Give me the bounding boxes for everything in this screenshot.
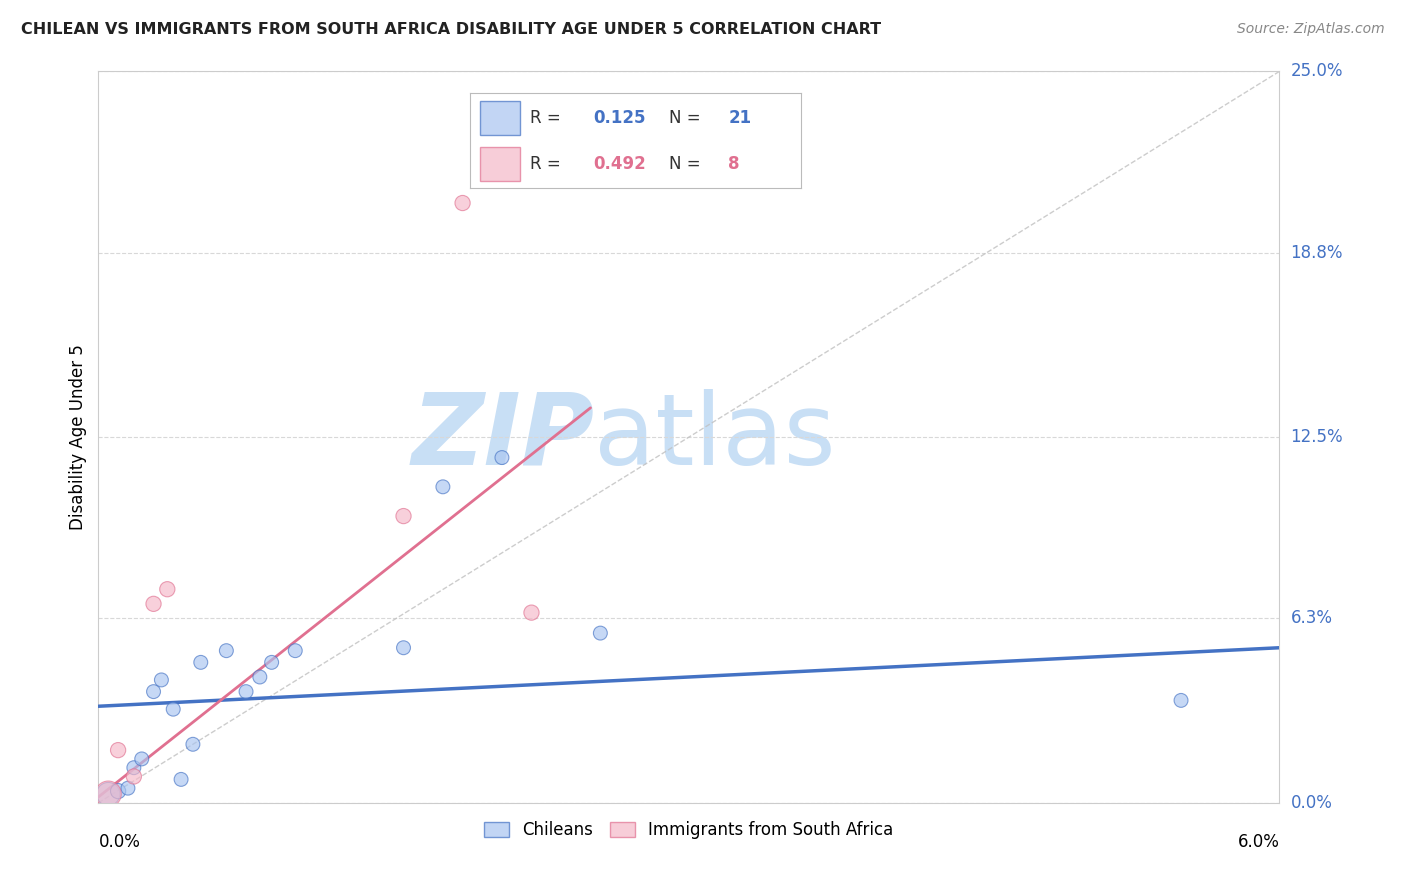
Point bbox=[392, 509, 415, 524]
Point bbox=[284, 643, 307, 657]
Point bbox=[432, 480, 454, 494]
Legend: Chileans, Immigrants from South Africa: Chileans, Immigrants from South Africa bbox=[478, 814, 900, 846]
Text: 0.0%: 0.0% bbox=[1291, 794, 1333, 812]
Point bbox=[190, 656, 212, 670]
Point bbox=[107, 784, 129, 798]
Point bbox=[142, 597, 165, 611]
Point bbox=[235, 684, 257, 698]
Point bbox=[156, 582, 179, 597]
Point bbox=[520, 606, 543, 620]
Point bbox=[249, 670, 271, 684]
Point bbox=[122, 761, 145, 775]
Point bbox=[122, 769, 145, 783]
Text: 6.0%: 6.0% bbox=[1237, 833, 1279, 851]
Point bbox=[491, 450, 513, 465]
Text: atlas: atlas bbox=[595, 389, 837, 485]
Point bbox=[117, 781, 139, 796]
Point bbox=[162, 702, 184, 716]
Text: 6.3%: 6.3% bbox=[1291, 609, 1333, 627]
Point bbox=[392, 640, 415, 655]
Point bbox=[589, 626, 612, 640]
Point bbox=[260, 656, 283, 670]
Point bbox=[142, 684, 165, 698]
Point bbox=[131, 752, 153, 766]
Text: Source: ZipAtlas.com: Source: ZipAtlas.com bbox=[1237, 22, 1385, 37]
Point bbox=[215, 643, 238, 657]
Point bbox=[107, 743, 129, 757]
Point bbox=[97, 787, 120, 801]
Text: CHILEAN VS IMMIGRANTS FROM SOUTH AFRICA DISABILITY AGE UNDER 5 CORRELATION CHART: CHILEAN VS IMMIGRANTS FROM SOUTH AFRICA … bbox=[21, 22, 882, 37]
Point bbox=[150, 673, 173, 687]
Point bbox=[181, 737, 204, 751]
Text: 18.8%: 18.8% bbox=[1291, 244, 1343, 261]
Point bbox=[170, 772, 193, 787]
Text: 25.0%: 25.0% bbox=[1291, 62, 1343, 80]
Point bbox=[97, 787, 120, 801]
Text: 0.0%: 0.0% bbox=[98, 833, 141, 851]
Point bbox=[451, 196, 474, 211]
Text: 12.5%: 12.5% bbox=[1291, 428, 1343, 446]
Point bbox=[1170, 693, 1192, 707]
Text: ZIP: ZIP bbox=[412, 389, 595, 485]
Y-axis label: Disability Age Under 5: Disability Age Under 5 bbox=[69, 344, 87, 530]
